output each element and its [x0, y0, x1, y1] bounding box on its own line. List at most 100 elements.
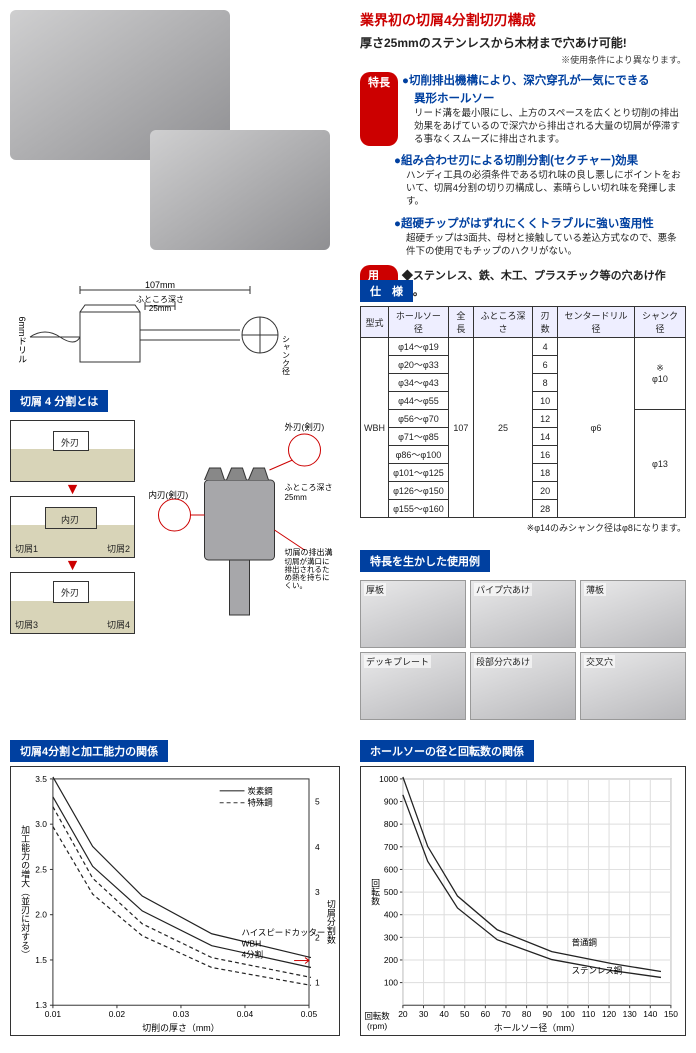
svg-text:70: 70	[501, 1009, 511, 1019]
svg-text:2.0: 2.0	[35, 910, 47, 920]
chip-box-outer: 外刃	[10, 420, 135, 482]
example-cell: 交叉穴	[580, 652, 686, 720]
svg-text:20: 20	[398, 1009, 408, 1019]
svg-text:5: 5	[315, 797, 320, 807]
spec-note: ※φ14のみシャンク径はφ8になります。	[360, 521, 686, 534]
svg-text:0.05: 0.05	[301, 1009, 318, 1019]
spec-area: 仕 様 型式ホールソー径全長ふところ深さ刃数センタードリル径シャンク径 WBHφ…	[360, 280, 686, 534]
svg-text:くい。: くい。	[285, 581, 308, 590]
svg-text:107mm: 107mm	[145, 280, 175, 290]
chip-callout-figure: 外刃(剣刃) 内刃(剣刃) ふところ深さ 25mm 切屑の排出溝 切屑が溝口に …	[139, 420, 350, 630]
examples-area: 特長を生かした使用例 厚板パイプ穴あけ薄板デッキプレート段部分穴あけ交叉穴	[360, 550, 686, 720]
svg-text:2.5: 2.5	[35, 864, 47, 874]
svg-text:ふところ深さ: ふところ深さ	[136, 295, 184, 304]
svg-text:500: 500	[384, 887, 398, 897]
feature-2-title: ●組み合わせ刃による切削分割(セクチャー)効果	[394, 152, 686, 168]
chip-diagrams: 外刃 ▼ 内刃 切屑1 切屑2 ▼ 外刃 切屑3 切屑4	[10, 420, 350, 636]
examples-title: 特長を生かした使用例	[360, 550, 490, 572]
photo-small	[150, 130, 330, 250]
svg-text:30: 30	[419, 1009, 429, 1019]
svg-text:加工能力の増大（並刃に対する）: 加工能力の増大（並刃に対する）	[20, 825, 30, 959]
svg-text:700: 700	[384, 842, 398, 852]
example-caption: 交叉穴	[584, 655, 615, 668]
svg-text:110: 110	[582, 1009, 596, 1019]
svg-text:外刃(剣刃): 外刃(剣刃)	[285, 422, 325, 432]
svg-text:特殊鋼: 特殊鋼	[247, 798, 272, 808]
svg-text:ハイスピードカッター: ハイスピードカッター	[242, 928, 326, 938]
svg-text:25mm: 25mm	[285, 493, 308, 502]
svg-text:3.5: 3.5	[35, 774, 47, 784]
example-caption: 薄板	[584, 583, 606, 596]
example-cell: パイプ穴あけ	[470, 580, 576, 648]
svg-text:80: 80	[522, 1009, 532, 1019]
chart-rpm: ホールソーの径と回転数の関係 100 200 300 400 500 600 700 800 9…	[360, 740, 686, 1036]
svg-text:WBH: WBH	[242, 939, 262, 949]
svg-text:(rpm): (rpm)	[367, 1021, 387, 1031]
svg-text:90: 90	[543, 1009, 553, 1019]
feature-1: 特長 ●切削排出機構により、深穴穿孔が一気にできる 異形ホールソー リード溝を最…	[360, 72, 686, 146]
svg-text:4分割: 4分割	[242, 950, 264, 960]
chart-capacity: 切屑4分割と加工能力の関係 1.31.52.02.53.03.50.010.02…	[10, 740, 340, 1036]
svg-text:120: 120	[602, 1009, 616, 1019]
feature-2-body: ハンディ工具の必須条件である切れ味の良し悪しにポイントをおいて、切屑4分割の切り…	[394, 170, 686, 208]
arrow-icon: ▼	[10, 484, 135, 496]
svg-text:0.02: 0.02	[109, 1009, 126, 1019]
svg-text:回転数: 回転数	[364, 1011, 390, 1021]
chip-box-final: 外刃 切屑3 切屑4	[10, 572, 135, 634]
spec-col: 型式	[361, 307, 389, 338]
svg-text:炭素鋼: 炭素鋼	[247, 786, 272, 796]
svg-text:140: 140	[643, 1009, 657, 1019]
svg-text:1: 1	[315, 978, 320, 988]
chart2-title: ホールソーの径と回転数の関係	[360, 740, 534, 762]
diagram-area: 107mm ふところ深さ 25mm 6mmドリル シャンク径 切屑 4 分割とは…	[10, 280, 350, 636]
svg-text:25mm: 25mm	[149, 304, 172, 313]
headline: 業界初の切屑4分割切刃構成	[360, 10, 686, 30]
svg-text:シャンク径: シャンク径	[282, 335, 291, 375]
example-caption: 厚板	[364, 583, 386, 596]
info-area: 業界初の切屑4分割切刃構成 厚さ25mmのステンレスから木材まで穴あけ可能! ※…	[360, 10, 686, 301]
svg-text:200: 200	[384, 955, 398, 965]
svg-text:内刃(剣刃): 内刃(剣刃)	[149, 490, 189, 500]
svg-text:800: 800	[384, 819, 398, 829]
spec-col: ふところ深さ	[473, 307, 533, 338]
spec-col: ホールソー径	[389, 307, 449, 338]
svg-text:60: 60	[481, 1009, 491, 1019]
spec-col: 刃数	[533, 307, 558, 338]
svg-text:600: 600	[384, 864, 398, 874]
example-caption: パイプ穴あけ	[474, 583, 532, 596]
spec-col: センタードリル径	[558, 307, 635, 338]
svg-text:ステンレス鋼: ステンレス鋼	[572, 965, 623, 975]
svg-text:150: 150	[664, 1009, 678, 1019]
chip-box-inner: 内刃 切屑1 切屑2	[10, 496, 135, 558]
svg-text:切屑の排出溝: 切屑の排出溝	[285, 547, 333, 557]
subhead: 厚さ25mmのステンレスから木材まで穴あけ可能!	[360, 34, 686, 51]
svg-text:100: 100	[561, 1009, 575, 1019]
example-cell: 段部分穴あけ	[470, 652, 576, 720]
svg-text:0.01: 0.01	[45, 1009, 62, 1019]
svg-text:6mmドリル: 6mmドリル	[17, 317, 27, 364]
example-caption: 段部分穴あけ	[474, 655, 532, 668]
product-photos	[10, 10, 350, 270]
feature-1-subtitle: 異形ホールソー	[402, 90, 686, 106]
spec-col: 全長	[448, 307, 473, 338]
arrow-icon: ▼	[10, 560, 135, 572]
svg-text:切屑分割数: 切屑分割数	[326, 899, 336, 945]
feature-3: ●超硬チップがはずれにくくトラブルに強い蛮用性 超硬チップは3面共、母材と接触し…	[394, 215, 686, 259]
svg-text:300: 300	[384, 932, 398, 942]
svg-text:ふところ深さ: ふところ深さ	[285, 483, 333, 492]
chart1-title: 切屑4分割と加工能力の関係	[10, 740, 168, 762]
dimension-figure: 107mm ふところ深さ 25mm 6mmドリル シャンク径	[10, 280, 340, 390]
svg-text:130: 130	[623, 1009, 637, 1019]
features-badge: 特長	[360, 72, 398, 146]
example-cell: 厚板	[360, 580, 466, 648]
svg-text:100: 100	[384, 978, 398, 988]
svg-text:普通鋼: 普通鋼	[572, 938, 597, 948]
feature-1-body: リード溝を最小限にし、上方のスペースを広くとり切削の排出効果をあげているので深穴…	[402, 108, 686, 146]
svg-text:3.0: 3.0	[35, 819, 47, 829]
svg-text:400: 400	[384, 910, 398, 920]
spec-title: 仕 様	[360, 280, 413, 302]
note-tiny: ※使用条件により異なります。	[360, 53, 686, 66]
svg-text:ホールソー径（mm）: ホールソー径（mm）	[494, 1022, 580, 1033]
svg-text:切削の厚さ（mm）: 切削の厚さ（mm）	[142, 1022, 219, 1033]
svg-text:900: 900	[384, 797, 398, 807]
